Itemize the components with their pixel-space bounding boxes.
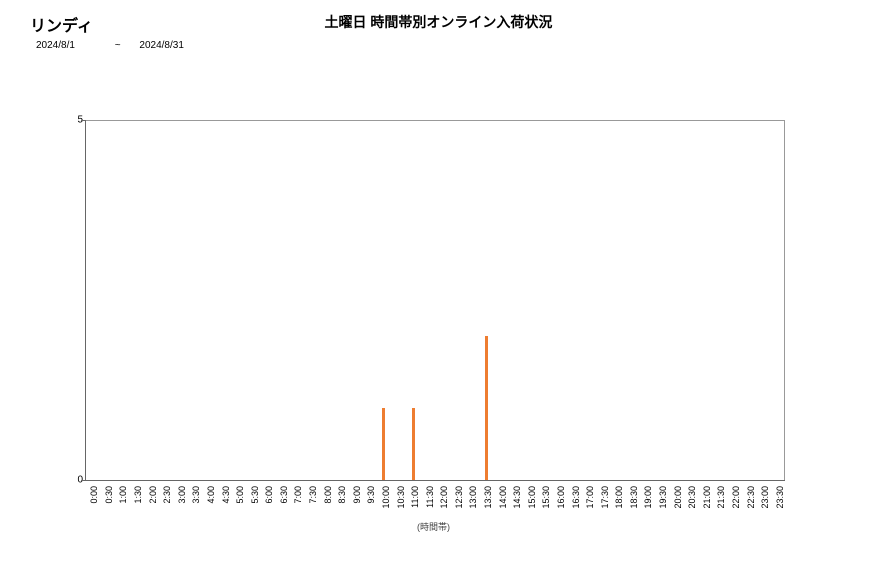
x-tick-label: 11:00	[410, 486, 420, 508]
x-tick-label: 16:00	[556, 486, 566, 509]
x-tick-label: 0:30	[104, 486, 114, 504]
y-axis-line	[85, 120, 86, 480]
plot-area	[85, 120, 785, 480]
x-tick-label: 15:30	[541, 486, 551, 509]
x-tick-label: 9:30	[366, 486, 376, 504]
x-tick-label: 12:00	[439, 486, 449, 509]
x-tick-label: 11:30	[425, 486, 435, 508]
x-tick-label: 6:00	[264, 486, 274, 504]
x-tick-label: 4:30	[221, 486, 231, 504]
x-tick-label: 10:30	[396, 486, 406, 509]
x-tick-label: 19:30	[658, 486, 668, 509]
x-tick-label: 21:30	[716, 486, 726, 509]
x-tick-label: 18:30	[629, 486, 639, 509]
chart-title: 土曜日 時間帯別オンライン入荷状況	[0, 12, 877, 32]
date-separator: ~	[115, 40, 121, 51]
x-tick-label: 20:30	[687, 486, 697, 509]
x-tick-label: 21:00	[702, 486, 712, 509]
x-tick-label: 6:30	[279, 486, 289, 504]
x-tick-label: 22:00	[731, 486, 741, 509]
x-tick-label: 2:30	[162, 486, 172, 504]
x-tick-label: 13:00	[468, 486, 478, 509]
x-tick-label: 1:30	[133, 486, 143, 504]
date-range: 2024/8/1 ~ 2024/8/31	[36, 40, 184, 51]
x-tick-label: 0:00	[89, 486, 99, 504]
bar	[485, 336, 488, 480]
x-tick-label: 19:00	[643, 486, 653, 509]
date-from: 2024/8/1	[36, 40, 96, 51]
x-tick-label: 14:30	[512, 486, 522, 509]
x-tick-label: 7:00	[293, 486, 303, 504]
x-tick-label: 13:30	[483, 486, 493, 509]
x-tick-label: 7:30	[308, 486, 318, 504]
x-tick-label: 17:00	[585, 486, 595, 509]
x-tick-label: 20:00	[673, 486, 683, 509]
x-tick-label: 5:00	[235, 486, 245, 504]
date-to: 2024/8/31	[139, 40, 184, 51]
x-axis-title: (時間帯)	[417, 520, 450, 533]
x-tick-label: 10:00	[381, 486, 391, 509]
x-tick-label: 8:00	[323, 486, 333, 504]
chart-area: 05 0:000:301:001:302:002:303:003:304:004…	[65, 120, 825, 520]
x-tick-label: 22:30	[746, 486, 756, 509]
x-tick-label: 2:00	[148, 486, 158, 504]
x-axis-line	[85, 480, 785, 481]
y-tick-mark	[81, 480, 85, 481]
x-tick-label: 3:30	[191, 486, 201, 504]
x-tick-label: 16:30	[571, 486, 581, 509]
x-tick-label: 23:00	[760, 486, 770, 509]
x-tick-label: 17:30	[600, 486, 610, 509]
x-tick-label: 4:00	[206, 486, 216, 504]
x-tick-label: 14:00	[498, 486, 508, 509]
y-tick-mark	[81, 120, 85, 121]
x-tick-label: 12:30	[454, 486, 464, 509]
x-tick-label: 3:00	[177, 486, 187, 504]
x-tick-label: 9:00	[352, 486, 362, 504]
x-tick-label: 23:30	[775, 486, 785, 509]
x-tick-label: 18:00	[614, 486, 624, 509]
bar	[412, 408, 415, 480]
bar	[382, 408, 385, 480]
page-root: リンディ 土曜日 時間帯別オンライン入荷状況 2024/8/1 ~ 2024/8…	[0, 0, 877, 578]
x-tick-label: 1:00	[118, 486, 128, 504]
x-tick-label: 8:30	[337, 486, 347, 504]
x-tick-label: 5:30	[250, 486, 260, 504]
x-tick-label: 15:00	[527, 486, 537, 509]
